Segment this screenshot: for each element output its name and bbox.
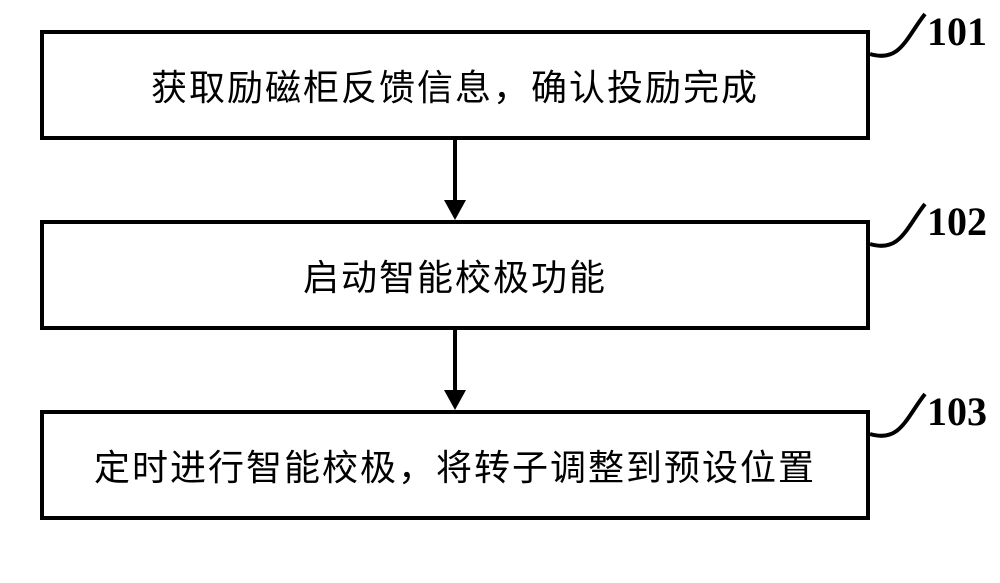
connector-1 — [0, 0, 1000, 583]
flowchart-container: 获取励磁柜反馈信息，确认投励完成 101 启动智能校极功能 102 定时进行智能… — [0, 0, 1000, 583]
